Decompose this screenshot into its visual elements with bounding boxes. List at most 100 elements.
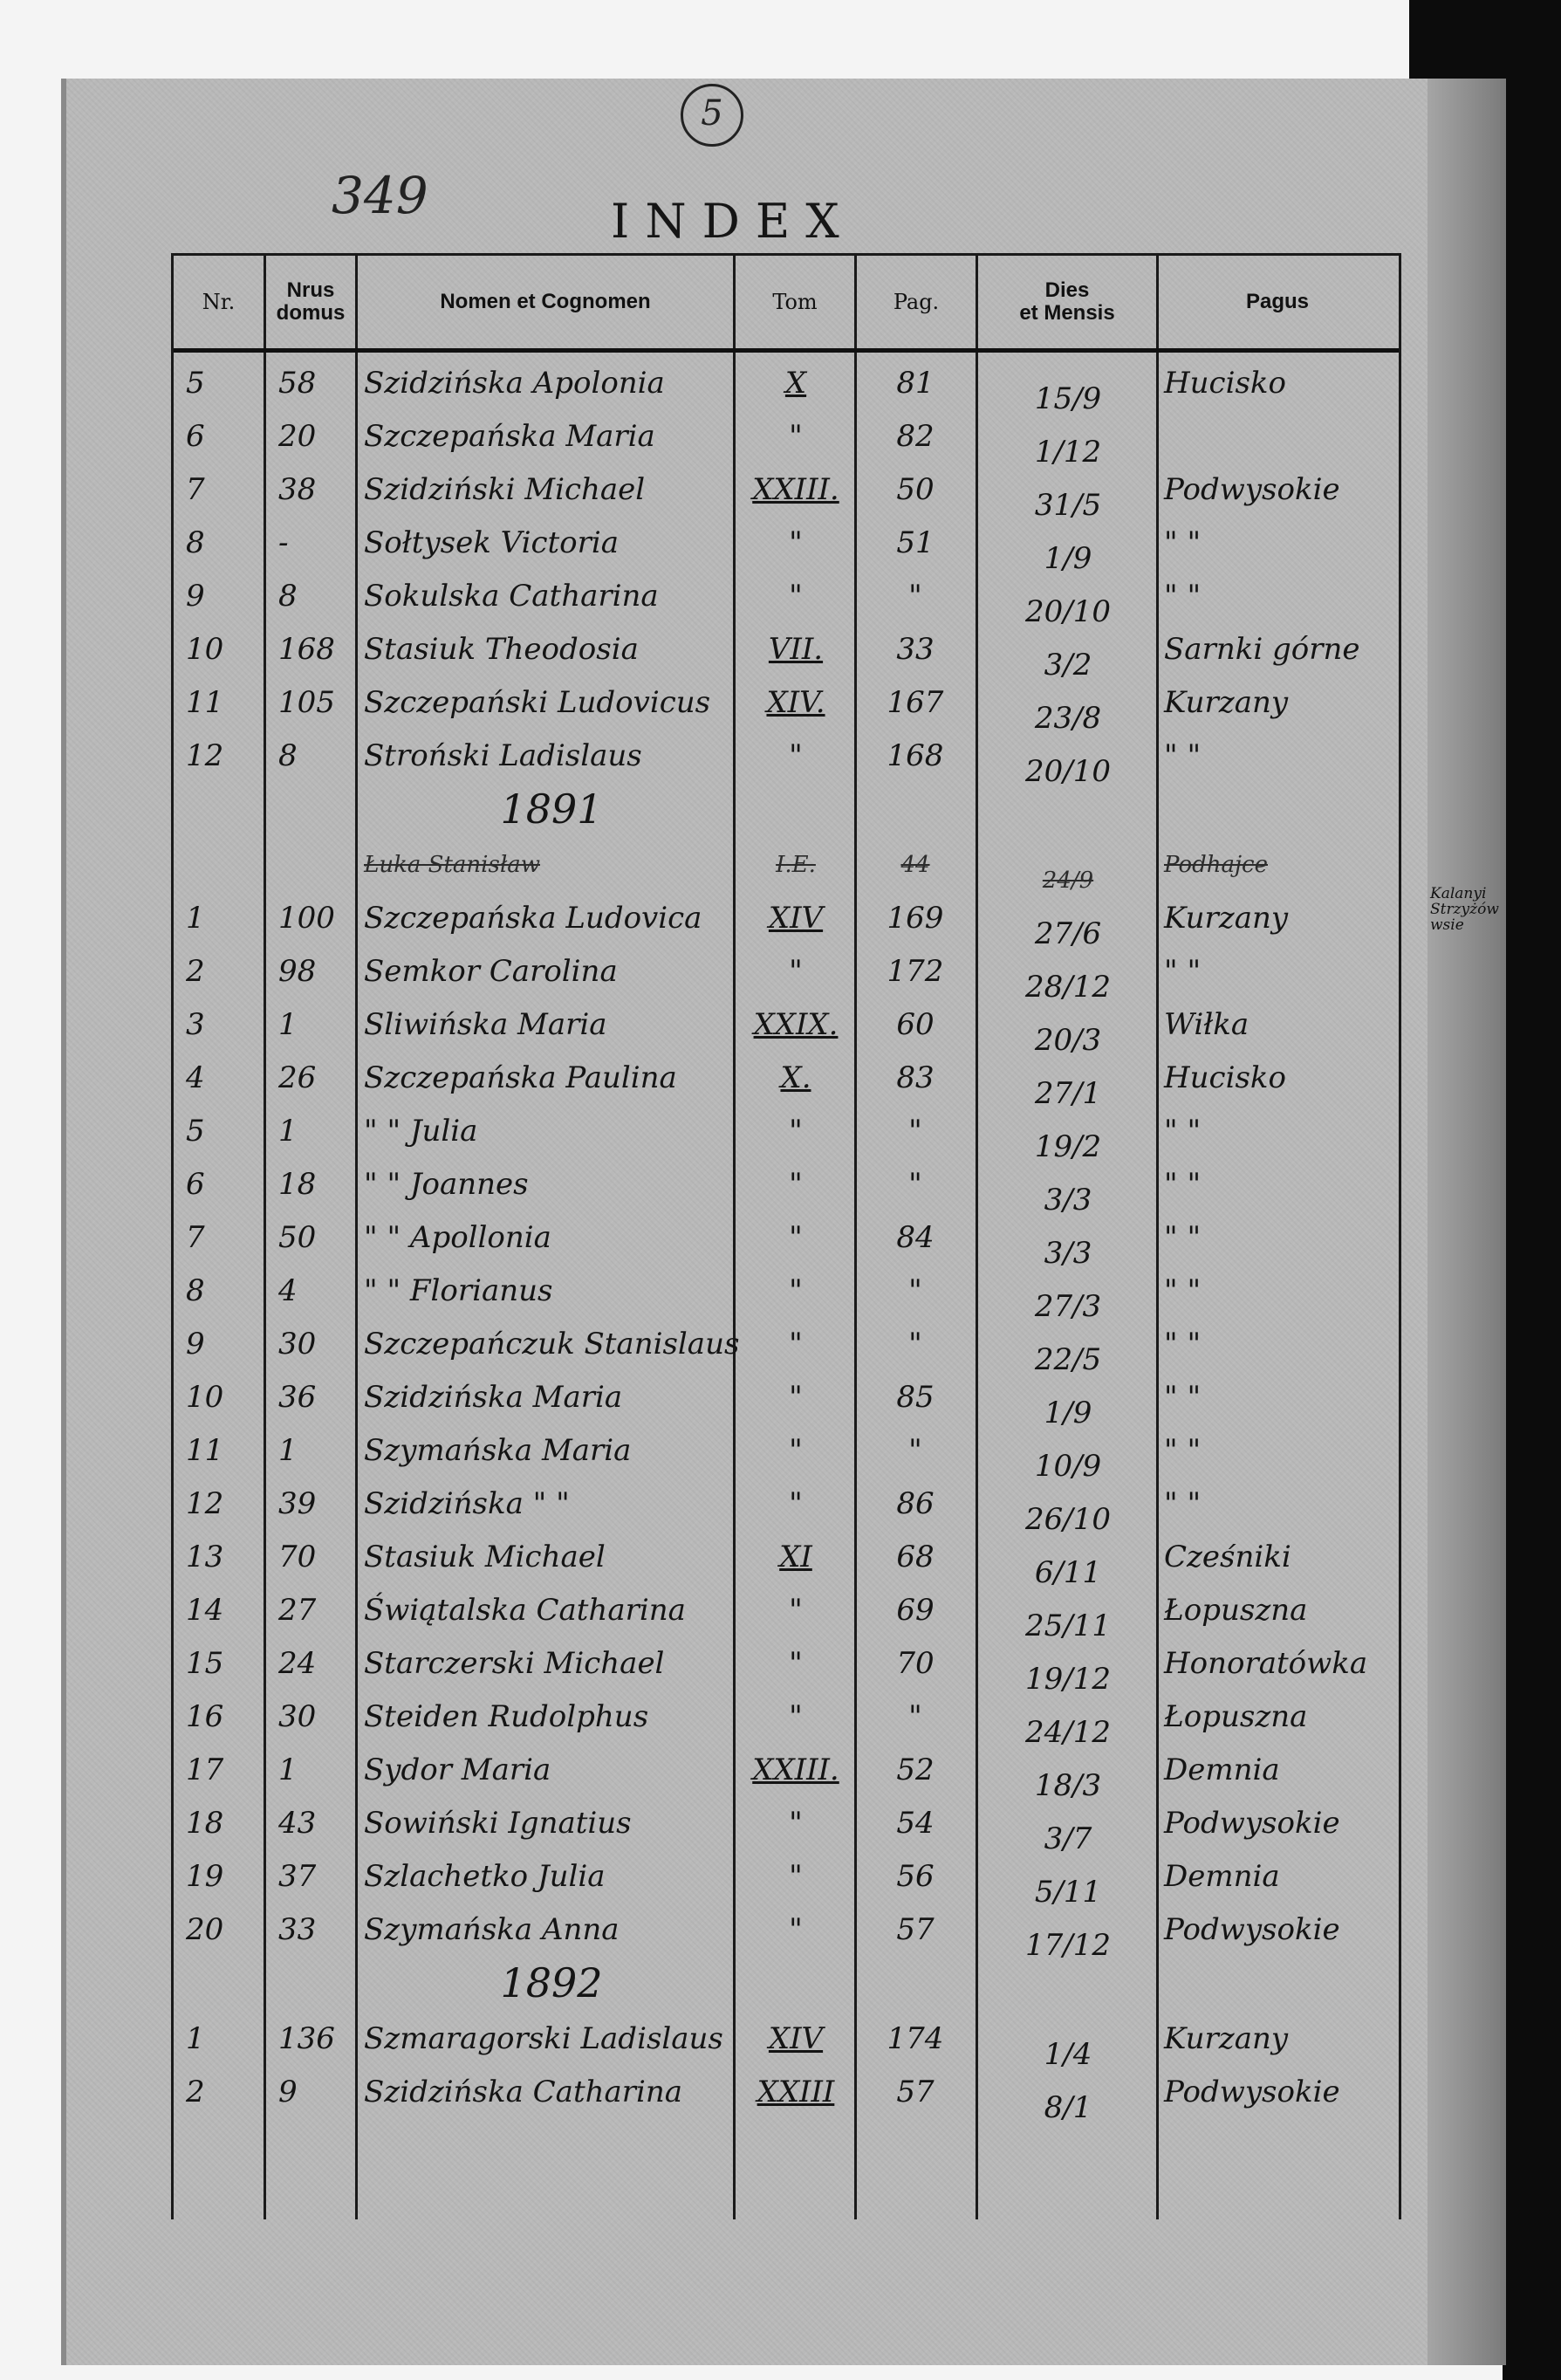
table-row: 14 27 Świątalska Catharina " 69 25/11 Łopuszna	[174, 1583, 1399, 1643]
cell-dies: 3/2	[1044, 647, 1092, 682]
page-edge	[1427, 79, 1506, 2365]
cell-nomen: Szidzińska Maria	[364, 1379, 623, 1415]
margin-note: Kalanyi Strzyżów wsie	[1430, 885, 1499, 934]
cell-dies: 6/11	[1034, 1554, 1102, 1590]
cell-pagus: Demnia	[1164, 1752, 1280, 1787]
year-heading-row: 1892	[174, 1956, 1399, 2012]
cell-dies: 8/1	[1044, 2089, 1092, 2125]
cell-tom: "	[789, 578, 803, 614]
cell-dies: 22/5	[1034, 1341, 1102, 1377]
cell-pag: 57	[896, 1911, 935, 1947]
cell-pag: 172	[887, 953, 944, 989]
table-row: 19 37 Szlachetko Julia " 56 5/11 Demnia	[174, 1849, 1399, 1910]
cell-pagus: " "	[1164, 1379, 1202, 1415]
cell-domus: 30	[278, 1326, 317, 1361]
cell-pagus: Łopuszna	[1164, 1592, 1308, 1628]
table-row: 10 36 Szidzińska Maria " 85 1/9 " "	[174, 1370, 1399, 1430]
cell-nr: 8	[186, 1272, 205, 1308]
cell-dies: 19/12	[1025, 1661, 1111, 1697]
cell-dies: 1/4	[1044, 2036, 1092, 2072]
cell-domus: 9	[278, 2074, 298, 2109]
cell-tom: VII.	[768, 631, 824, 667]
table-header: Nr. Nrus domus Nomen et Cognomen Tom Pag.…	[174, 256, 1399, 353]
cell-nr: 7	[186, 1219, 205, 1255]
cell-pagus: " "	[1164, 1272, 1202, 1308]
cell-nomen: Szczepańska Paulina	[364, 1060, 677, 1095]
cell-nomen: Łuka Stanisław	[364, 851, 541, 878]
cell-pagus	[1164, 409, 1426, 463]
cell-domus: 4	[278, 1272, 298, 1308]
cell-nomen: Szidziński Michael	[364, 471, 646, 507]
cell-dies: 1/9	[1044, 1395, 1092, 1430]
table-row: 8 - Sołtysek Victoria " 51 1/9 " "	[174, 516, 1399, 576]
cell-dies: 10/9	[1034, 1448, 1102, 1484]
cell-pag: 52	[896, 1752, 935, 1787]
cell-pag: 81	[896, 365, 935, 401]
cell-nr: 20	[186, 1911, 224, 1947]
cell-nr: 2	[186, 953, 205, 989]
cell-pag: "	[908, 1113, 922, 1149]
table-row: 1 100 Szczepańska Ludovica XIV 169 27/6 Kurzan…	[174, 886, 1499, 951]
cell-domus: 1	[278, 1006, 298, 1042]
cell-tom: XXIII	[757, 2074, 835, 2109]
cell-tom: I.E.	[776, 851, 816, 878]
cell-nomen: " " Julia	[364, 1113, 478, 1149]
cell-dies: 15/9	[1034, 381, 1102, 416]
cell-tom: "	[789, 1219, 803, 1255]
table-row: 7 38 Szidziński Michael XXIII. 50 31/5 Podwyso…	[174, 463, 1399, 523]
cell-pagus: " "	[1164, 953, 1202, 989]
cell-nomen: Starczerski Michael	[364, 1645, 665, 1681]
cell-nr: 6	[186, 418, 205, 454]
cell-dies: 17/12	[1025, 1927, 1111, 1963]
scan-border-right	[1503, 0, 1561, 2380]
cell-nr: 4	[186, 1060, 205, 1095]
cell-domus: 20	[278, 418, 317, 454]
cell-nr: 15	[186, 1645, 224, 1681]
cell-dies: 3/3	[1044, 1235, 1092, 1271]
index-table: Nr. Nrus domus Nomen et Cognomen Tom Pag.…	[171, 253, 1499, 2219]
table-row: 18 43 Sowiński Ignatius " 54 3/7 Podwysokie	[174, 1796, 1399, 1856]
cell-dies: 25/11	[1025, 1608, 1111, 1643]
cell-nomen: Szidzińska " "	[364, 1485, 570, 1521]
cell-nr: 10	[186, 1379, 224, 1415]
cell-pag: 68	[896, 1539, 935, 1574]
cell-tom: XXIII.	[752, 1752, 839, 1787]
ledger-page	[61, 79, 1506, 2365]
folio-number: 349	[332, 166, 428, 225]
cell-nomen: Stasiuk Michael	[364, 1539, 606, 1574]
cell-domus: 8	[278, 578, 298, 614]
table-row: 6 18 " " Joannes " " 3/3 " "	[174, 1157, 1399, 1217]
cell-domus: 136	[278, 2020, 335, 2056]
cell-tom: "	[789, 1645, 803, 1681]
cell-dies: 24/12	[1025, 1714, 1111, 1750]
table-row: 5 58 Szidzińska Apolonia X 81 15/9 Hucisko	[174, 356, 1399, 416]
cell-pag: 83	[896, 1060, 935, 1095]
cell-dies: 1/12	[1034, 434, 1102, 470]
table-row: 20 33 Szymańska Anna " 57 17/12 Podwysokie	[174, 1903, 1399, 1963]
cell-nr: 1	[186, 900, 205, 936]
cell-tom: X	[784, 365, 807, 401]
cell-pagus: Hucisko	[1164, 365, 1286, 401]
cell-tom: "	[789, 1911, 803, 1947]
table-row: 6 20 Szczepańska Maria " 82 1/12	[174, 409, 1399, 470]
cell-nomen: Sołtysek Victoria	[364, 525, 620, 560]
header-domus: Nrus domus	[266, 256, 355, 348]
cell-nr: 6	[186, 1166, 205, 1202]
cell-pagus: Podwysokie	[1164, 1805, 1340, 1841]
cell-pag: 86	[896, 1485, 935, 1521]
cell-nr: 12	[186, 1485, 224, 1521]
cell-pag: "	[908, 1272, 922, 1308]
cell-domus: 8	[278, 737, 298, 773]
cell-tom: XXIII.	[752, 471, 839, 507]
column-divider	[976, 256, 978, 2219]
cell-nr: 7	[186, 471, 205, 507]
table-row: 2 9 Szidzińska Catharina XXIII 57 8/1 Podwysok…	[174, 2065, 1399, 2125]
cell-domus: 168	[278, 631, 335, 667]
cell-pag: 167	[887, 684, 944, 720]
cell-domus: -	[278, 525, 289, 560]
cell-nomen: Sliwińska Maria	[364, 1006, 607, 1042]
cell-tom: "	[789, 418, 803, 454]
cell-dies: 3/3	[1044, 1182, 1092, 1217]
cell-tom: "	[789, 953, 803, 989]
cell-nr: 14	[186, 1592, 224, 1628]
